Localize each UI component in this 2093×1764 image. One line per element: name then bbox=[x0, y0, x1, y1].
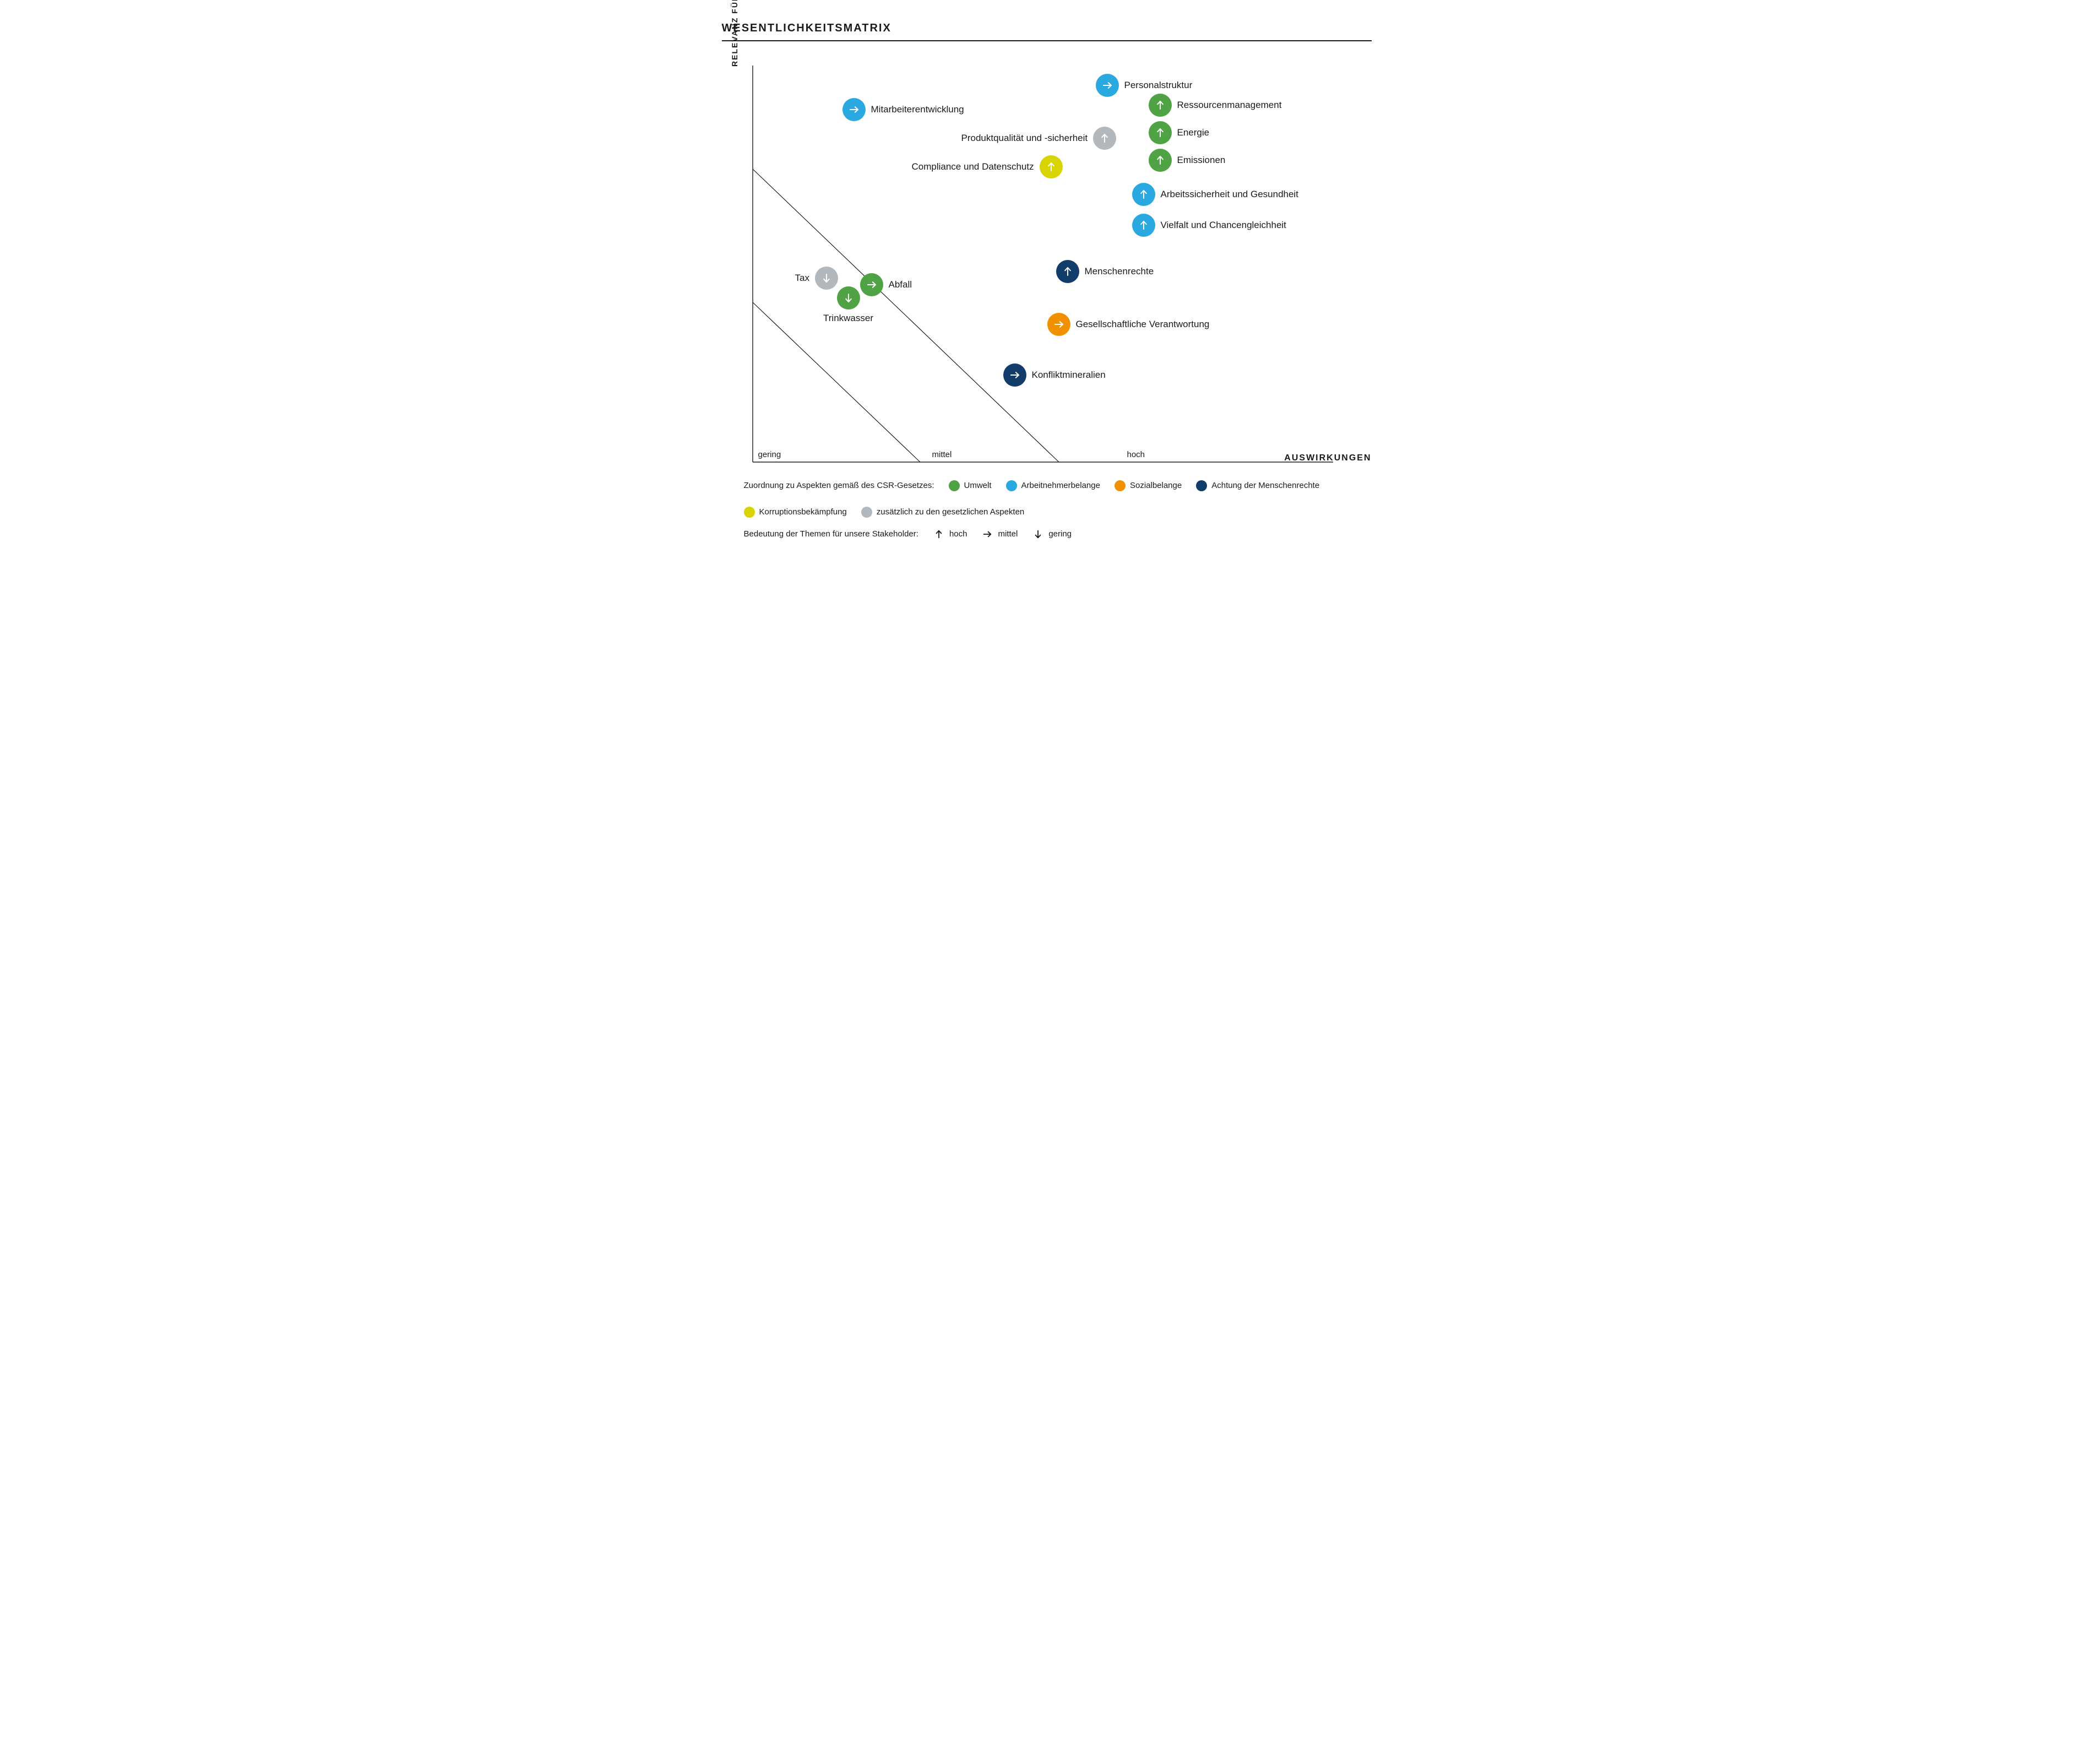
up-arrow-icon bbox=[1149, 94, 1172, 117]
matrix-node-label: Arbeitssicherheit und Gesundheit bbox=[1161, 189, 1298, 200]
legend: Zuordnung zu Aspekten gemäß des CSR-Gese… bbox=[744, 477, 1372, 542]
right-arrow-icon bbox=[1003, 363, 1026, 387]
materiality-matrix: RELEVANZ FÜR DIE DMG MORI AG AUSWIRKUNGE… bbox=[744, 55, 1372, 473]
up-arrow-icon bbox=[933, 528, 945, 540]
matrix-node: Konfliktmineralien bbox=[1003, 363, 1111, 387]
legend-arrows-row: Bedeutung der Themen für unsere Stakehol… bbox=[744, 526, 1372, 542]
legend-aspect-item: Umwelt bbox=[949, 477, 992, 494]
legend-dot-icon bbox=[1006, 480, 1017, 491]
matrix-node-label: Compliance und Datenschutz bbox=[912, 161, 1034, 172]
right-arrow-icon bbox=[981, 528, 993, 540]
legend-dot-icon bbox=[1196, 480, 1207, 491]
matrix-node: Trinkwasser bbox=[818, 286, 879, 324]
legend-dot-icon bbox=[949, 480, 960, 491]
matrix-node-label: Konfliktmineralien bbox=[1032, 370, 1106, 381]
legend-aspect-label: Korruptionsbekämpfung bbox=[759, 504, 847, 520]
matrix-node: Produktqualität und -sicherheit bbox=[956, 127, 1117, 150]
legend-aspect-label: zusätzlich zu den gesetzlichen Aspekten bbox=[877, 504, 1025, 520]
x-tick-label: mittel bbox=[932, 450, 952, 459]
legend-aspect-label: Arbeitnehmerbelange bbox=[1021, 477, 1100, 494]
legend-dot-icon bbox=[861, 507, 872, 518]
up-arrow-icon bbox=[1056, 260, 1079, 283]
legend-arrow-item: hoch bbox=[933, 526, 967, 542]
right-arrow-icon bbox=[1047, 313, 1070, 336]
matrix-node-label: Vielfalt und Chancengleichheit bbox=[1161, 220, 1286, 231]
matrix-node: Compliance und Datenschutz bbox=[906, 155, 1063, 178]
legend-aspects-label: Zuordnung zu Aspekten gemäß des CSR-Gese… bbox=[744, 477, 934, 494]
y-axis-label: RELEVANZ FÜR DIE DMG MORI AG bbox=[730, 0, 739, 67]
legend-aspect-item: Korruptionsbekämpfung bbox=[744, 504, 847, 520]
matrix-node-label: Produktqualität und -sicherheit bbox=[961, 133, 1088, 144]
legend-aspects-row: Zuordnung zu Aspekten gemäß des CSR-Gese… bbox=[744, 477, 1372, 520]
right-arrow-icon bbox=[842, 98, 866, 121]
matrix-node: Emissionen bbox=[1149, 149, 1231, 172]
legend-arrow-item: mittel bbox=[981, 526, 1018, 542]
matrix-node-label: Abfall bbox=[889, 279, 912, 290]
matrix-node-label: Trinkwasser bbox=[823, 313, 873, 324]
legend-aspect-label: Sozialbelange bbox=[1130, 477, 1182, 494]
legend-dot-icon bbox=[1115, 480, 1126, 491]
matrix-node-label: Menschenrechte bbox=[1085, 266, 1154, 277]
down-arrow-icon bbox=[1032, 528, 1044, 540]
matrix-node-label: Mitarbeiterentwicklung bbox=[871, 104, 964, 115]
matrix-node: Mitarbeiterentwicklung bbox=[842, 98, 970, 121]
legend-aspect-label: Achtung der Menschenrechte bbox=[1211, 477, 1319, 494]
legend-aspect-label: Umwelt bbox=[964, 477, 992, 494]
right-arrow-icon bbox=[1096, 74, 1119, 97]
matrix-node-label: Emissionen bbox=[1177, 155, 1226, 166]
up-arrow-icon bbox=[1093, 127, 1116, 150]
up-arrow-icon bbox=[1149, 121, 1172, 144]
legend-aspect-item: Achtung der Menschenrechte bbox=[1196, 477, 1319, 494]
legend-arrow-item: gering bbox=[1032, 526, 1072, 542]
matrix-node-label: Ressourcenmanagement bbox=[1177, 100, 1282, 111]
up-arrow-icon bbox=[1149, 149, 1172, 172]
legend-aspect-item: Arbeitnehmerbelange bbox=[1006, 477, 1100, 494]
legend-aspect-item: zusätzlich zu den gesetzlichen Aspekten bbox=[861, 504, 1025, 520]
matrix-node-label: Personalstruktur bbox=[1124, 80, 1193, 91]
legend-stakeholder-label: Bedeutung der Themen für unsere Stakehol… bbox=[744, 526, 918, 542]
matrix-node-label: Energie bbox=[1177, 127, 1210, 138]
legend-arrow-label: mittel bbox=[998, 526, 1018, 542]
matrix-node: Vielfalt und Chancengleichheit bbox=[1132, 214, 1292, 237]
x-tick-label: hoch bbox=[1127, 450, 1145, 459]
up-arrow-icon bbox=[1132, 183, 1155, 206]
matrix-node-label: Tax bbox=[795, 273, 809, 284]
up-arrow-icon bbox=[1040, 155, 1063, 178]
x-tick-label: gering bbox=[758, 450, 781, 459]
legend-arrow-label: gering bbox=[1048, 526, 1072, 542]
legend-aspect-item: Sozialbelange bbox=[1115, 477, 1182, 494]
matrix-node-label: Gesellschaftliche Verantwortung bbox=[1076, 319, 1210, 330]
axes-svg bbox=[744, 55, 1339, 473]
down-arrow-icon bbox=[837, 286, 860, 310]
legend-arrow-label: hoch bbox=[949, 526, 967, 542]
matrix-node: Gesellschaftliche Verantwortung bbox=[1047, 313, 1215, 336]
matrix-node: Menschenrechte bbox=[1056, 260, 1160, 283]
matrix-node: Arbeitssicherheit und Gesundheit bbox=[1132, 183, 1304, 206]
up-arrow-icon bbox=[1132, 214, 1155, 237]
matrix-node: Ressourcenmanagement bbox=[1149, 94, 1287, 117]
page-title: WESENTLICHKEITSMATRIX bbox=[722, 22, 1372, 41]
legend-dot-icon bbox=[744, 507, 755, 518]
matrix-node: Energie bbox=[1149, 121, 1215, 144]
